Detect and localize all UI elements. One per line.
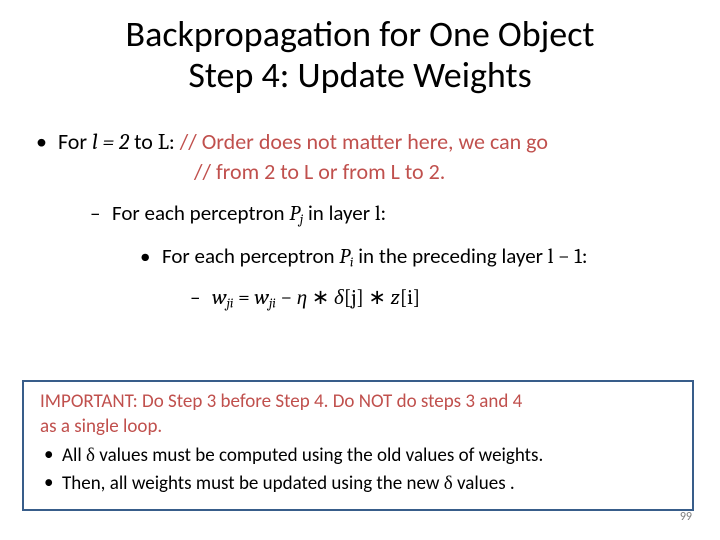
math-Pi: Pi xyxy=(339,245,353,269)
text: in layer xyxy=(303,200,375,226)
comment-line2: // from 2 to L or from L to 2. xyxy=(58,157,684,187)
star2: ∗ xyxy=(364,286,391,310)
text: values . xyxy=(453,472,515,495)
text: All xyxy=(62,444,86,467)
text: to xyxy=(129,128,158,155)
formula-update: wji = wji − η ∗ δ[j] ∗ z[i] xyxy=(190,283,684,314)
delta-sym: δ xyxy=(86,444,95,466)
text: For xyxy=(58,128,92,155)
important-text-a: Do Step 3 before Step 4. Do NOT do steps… xyxy=(138,390,523,413)
math-l-minus-1: l − 1 xyxy=(548,245,582,269)
w2: w xyxy=(254,286,269,310)
eta: η xyxy=(297,286,307,310)
var: P xyxy=(289,202,300,226)
text: For each perceptron xyxy=(112,200,289,226)
title-line1: Backpropagation for One Object xyxy=(126,12,595,56)
delta: δ xyxy=(334,286,344,310)
title-line2: Step 4: Update Weights xyxy=(40,55,680,96)
comment-line1: // Order does not matter here, we can go xyxy=(180,128,548,155)
bullet-for-each-pi: For each perceptron Pi in the preceding … xyxy=(140,242,684,314)
expr: l = 2 xyxy=(92,129,129,155)
sub2: ji xyxy=(269,296,276,311)
eq: = xyxy=(233,286,254,310)
bullet-for-each-pj: For each perceptron Pj in layer l: For e… xyxy=(90,199,684,313)
important-bullet-2: Then, all weights must be updated using … xyxy=(40,471,680,497)
slide-title: Backpropagation for One Object Step 4: U… xyxy=(0,0,720,103)
text: in the preceding layer xyxy=(353,243,547,269)
text: : xyxy=(582,243,588,269)
text: : xyxy=(169,128,180,155)
important-text-b: as a single loop. xyxy=(40,415,680,440)
var: P xyxy=(339,245,350,269)
important-bullet-1: All δ values must be computed using the … xyxy=(40,443,680,469)
z: z xyxy=(391,286,400,310)
bj: [j] xyxy=(344,286,364,310)
math-l-eq-2: l = 2 xyxy=(92,129,129,155)
important-label: IMPORTANT: xyxy=(40,390,138,413)
bullet-for-l: For l = 2 to L: // Order does not matter… xyxy=(36,127,684,314)
math-L: L xyxy=(158,129,169,155)
w1: w xyxy=(212,286,227,310)
important-heading: IMPORTANT: Do Step 3 before Step 4. Do N… xyxy=(40,390,680,415)
text: : xyxy=(381,200,387,226)
text: For each perceptron xyxy=(162,243,339,269)
page-number: 99 xyxy=(680,510,692,524)
math-formula: wji = wji − η ∗ δ[j] ∗ z[i] xyxy=(212,286,420,310)
text: values must be computed using the old va… xyxy=(95,444,543,467)
delta-sym: δ xyxy=(444,472,453,494)
math-Pj: Pj xyxy=(289,202,303,226)
minus: − xyxy=(276,286,297,310)
star1: ∗ xyxy=(307,286,334,310)
important-box: IMPORTANT: Do Step 3 before Step 4. Do N… xyxy=(22,380,694,511)
bi: [i] xyxy=(400,286,421,310)
slide-body: For l = 2 to L: // Order does not matter… xyxy=(0,103,720,314)
text: Then, all weights must be updated using … xyxy=(62,472,444,495)
